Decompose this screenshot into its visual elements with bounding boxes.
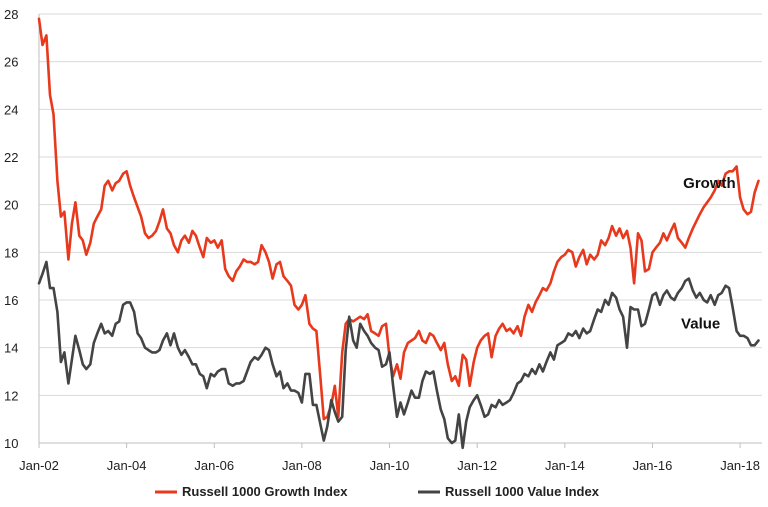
y-tick-label: 22	[4, 150, 18, 165]
annotation-growth: Growth	[683, 175, 736, 192]
y-tick-label: 28	[4, 7, 18, 22]
y-tick-label: 26	[4, 55, 18, 70]
x-tick-label: Jan-02	[19, 458, 59, 473]
legend: Russell 1000 Growth Index Russell 1000 Va…	[155, 484, 600, 499]
legend-label: Russell 1000 Growth Index	[182, 484, 348, 499]
x-tick-label: Jan-08	[282, 458, 322, 473]
x-tick-label: Jan-16	[633, 458, 673, 473]
annotation-value: Value	[681, 316, 720, 333]
x-tick-label: Jan-04	[107, 458, 147, 473]
y-tick-label: 16	[4, 293, 18, 308]
x-tick-label: Jan-06	[194, 458, 234, 473]
legend-label: Russell 1000 Value Index	[445, 484, 600, 499]
x-tick-label: Jan-12	[457, 458, 497, 473]
y-tick-label: 14	[4, 341, 18, 356]
x-tick-label: Jan-10	[370, 458, 410, 473]
annotation-layer: Growth Value	[681, 175, 736, 333]
y-tick-label: 10	[4, 436, 18, 451]
y-tick-label: 20	[4, 198, 18, 213]
series-line-value	[37, 260, 760, 450]
series-layer	[37, 17, 760, 450]
y-tick-label: 24	[4, 102, 18, 117]
series-line-growth	[37, 17, 760, 421]
y-tick-label: 12	[4, 388, 18, 403]
grid-layer	[39, 13, 762, 396]
x-tick-label: Jan-14	[545, 458, 585, 473]
axes-layer: 10 12 14 16 18 20 22 24 26 28 Jan-02 Jan-04 Jan-06 Ja…	[4, 7, 762, 473]
y-tick-label: 18	[4, 245, 18, 260]
x-tick-label: Jan-18	[720, 458, 760, 473]
